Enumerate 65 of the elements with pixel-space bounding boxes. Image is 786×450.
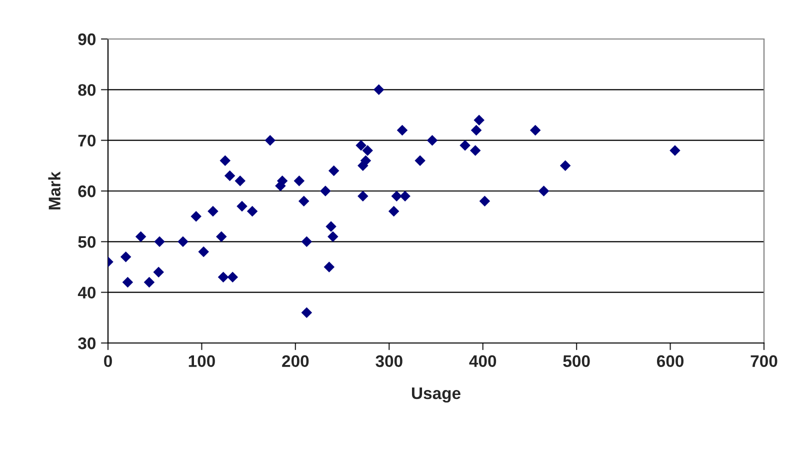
point xyxy=(530,124,541,136)
point xyxy=(208,206,218,217)
y-tick-label: 60 xyxy=(78,185,96,198)
point xyxy=(414,155,426,166)
point xyxy=(328,231,338,242)
point xyxy=(135,231,146,242)
x-tick-label: 200 xyxy=(282,355,309,368)
point xyxy=(362,145,373,156)
point xyxy=(358,190,368,202)
point xyxy=(391,190,402,202)
point xyxy=(396,124,408,136)
point xyxy=(218,272,229,283)
point xyxy=(301,236,312,248)
point xyxy=(224,170,236,182)
y-tick-label: 90 xyxy=(78,33,96,46)
y-tick-label: 50 xyxy=(78,236,96,248)
point xyxy=(178,236,188,248)
point xyxy=(400,190,410,202)
point xyxy=(154,236,165,248)
y-tick-label: 80 xyxy=(78,84,96,96)
point xyxy=(320,186,331,196)
point xyxy=(474,114,484,126)
point xyxy=(373,84,384,96)
y-tick-label: 40 xyxy=(78,286,96,299)
point xyxy=(356,140,366,151)
point xyxy=(153,266,164,278)
point xyxy=(326,221,336,232)
point xyxy=(190,210,202,222)
point xyxy=(298,196,310,207)
x-tick-label: 100 xyxy=(188,355,215,368)
point xyxy=(294,175,305,186)
point xyxy=(234,175,246,186)
x-tick-label: 400 xyxy=(469,355,496,368)
point xyxy=(227,272,238,283)
x-tick-label: 0 xyxy=(104,355,112,368)
x-tick-label: 700 xyxy=(750,355,778,368)
point xyxy=(560,160,571,172)
point xyxy=(120,251,132,262)
point xyxy=(246,206,258,217)
point xyxy=(144,276,155,288)
x-tick-label: 300 xyxy=(376,355,402,368)
point xyxy=(388,206,400,217)
x-axis-title: Usage xyxy=(412,388,460,403)
point xyxy=(479,196,490,207)
point xyxy=(360,155,372,166)
x-tick-label: 500 xyxy=(563,355,590,368)
point xyxy=(670,145,680,156)
point xyxy=(301,307,312,318)
point xyxy=(538,186,550,196)
point xyxy=(470,124,482,136)
point xyxy=(220,155,231,166)
point xyxy=(216,231,227,242)
point xyxy=(264,134,276,146)
x-tick-label: 600 xyxy=(656,355,684,368)
y-tick-label: 30 xyxy=(78,337,96,350)
point xyxy=(198,246,209,258)
point xyxy=(324,262,335,272)
point xyxy=(470,145,481,156)
point xyxy=(122,276,134,288)
point xyxy=(426,134,438,146)
y-tick-label: 70 xyxy=(78,134,96,147)
point xyxy=(460,140,470,151)
y-axis-title: Mark xyxy=(48,172,60,210)
point xyxy=(236,200,248,212)
point xyxy=(328,165,340,176)
